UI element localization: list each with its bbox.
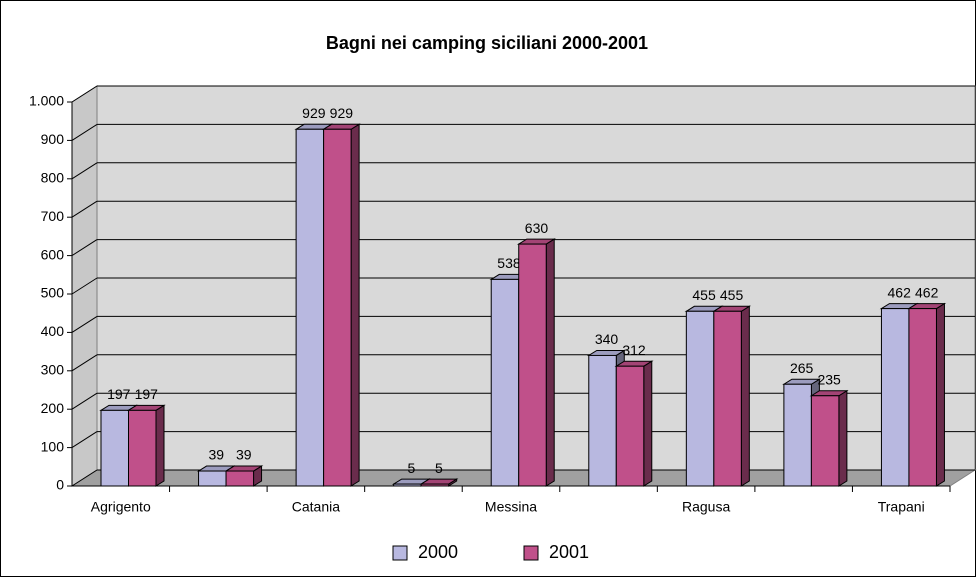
- grid-line: [71, 469, 98, 487]
- data-label: 197: [135, 386, 159, 402]
- bar-side: [155, 404, 165, 487]
- legend-swatch: [523, 545, 539, 561]
- y-tick-label: 400: [41, 323, 65, 339]
- bar: [908, 308, 937, 487]
- grid-line: [71, 200, 98, 218]
- legend-label: 2001: [549, 542, 589, 562]
- bar: [323, 128, 352, 487]
- grid-line: [71, 315, 98, 333]
- bar: [685, 310, 715, 487]
- grid-line: [71, 431, 98, 449]
- y-tick-label: 900: [41, 131, 65, 147]
- grid-line: [71, 239, 98, 257]
- data-label: 929: [330, 105, 354, 121]
- data-label: 630: [525, 220, 549, 236]
- x-tick-label: Agrigento: [91, 499, 151, 515]
- data-label: 929: [302, 105, 326, 121]
- data-label: 340: [595, 331, 619, 347]
- bar: [393, 483, 422, 487]
- x-tick-label: Ragusa: [682, 499, 730, 515]
- y-tick-label: 600: [41, 246, 65, 262]
- legend-swatch: [392, 545, 408, 561]
- data-label: 462: [888, 284, 912, 300]
- data-label: 462: [915, 284, 939, 300]
- y-tick-label: 1.000: [29, 93, 64, 109]
- data-label: 455: [720, 287, 744, 303]
- bar: [880, 308, 910, 487]
- bar: [420, 483, 450, 487]
- data-label: 538: [497, 255, 521, 271]
- bar-side: [350, 123, 360, 487]
- data-label: 265: [790, 360, 814, 376]
- bar: [588, 354, 617, 487]
- grid-line: [71, 392, 98, 410]
- data-label: 197: [107, 386, 131, 402]
- y-tick-label: 100: [41, 438, 65, 454]
- data-label: 235: [817, 371, 841, 387]
- bar: [713, 310, 742, 487]
- data-label: 5: [435, 460, 443, 476]
- y-tick-label: 500: [41, 285, 65, 301]
- bar: [100, 409, 129, 487]
- y-tick-label: 0: [56, 477, 64, 493]
- data-label: 5: [408, 460, 416, 476]
- bar-side: [545, 238, 555, 487]
- bar: [198, 470, 227, 487]
- bar: [810, 395, 840, 487]
- grid-line: [71, 277, 98, 295]
- y-tick-label: 200: [41, 400, 65, 416]
- grid-line: [71, 162, 98, 180]
- bar: [225, 470, 255, 487]
- data-label: 39: [236, 447, 252, 463]
- data-label: 39: [209, 447, 225, 463]
- bar: [490, 278, 520, 487]
- y-tick-label: 700: [41, 208, 65, 224]
- chart-title: Bagni nei camping siciliani 2000-2001: [326, 33, 648, 53]
- bar-side: [838, 389, 848, 487]
- bar: [615, 365, 645, 487]
- bar: [128, 409, 157, 487]
- bar: [518, 243, 547, 487]
- grid-line: [71, 123, 98, 141]
- bar: [295, 128, 325, 487]
- bar-side: [643, 360, 653, 487]
- grid-line: [71, 85, 98, 103]
- x-tick-label: Messina: [485, 499, 537, 515]
- data-label: 455: [692, 287, 716, 303]
- data-label: 312: [622, 342, 646, 358]
- bar-side: [935, 302, 945, 487]
- grid-line: [71, 354, 98, 372]
- bar-side: [740, 305, 750, 487]
- x-tick-label: Trapani: [878, 499, 925, 515]
- bar: [783, 383, 812, 487]
- legend-label: 2000: [418, 542, 458, 562]
- y-tick-label: 800: [41, 170, 65, 186]
- x-tick-label: Catania: [292, 499, 340, 515]
- y-tick-label: 300: [41, 362, 65, 378]
